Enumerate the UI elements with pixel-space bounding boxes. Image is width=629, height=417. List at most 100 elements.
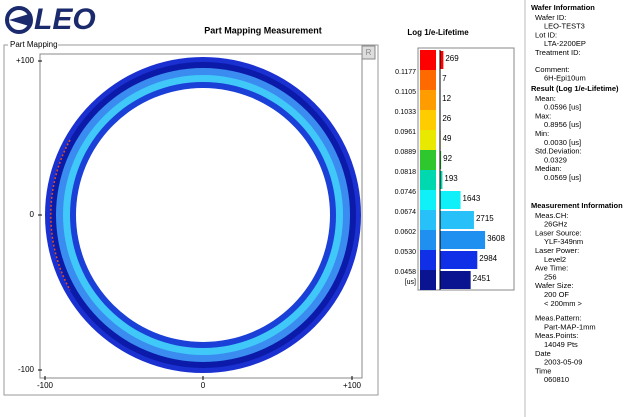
field-label: Meas.Pattern: xyxy=(535,314,582,323)
field-label: Laser Source: xyxy=(535,228,582,237)
group-box xyxy=(3,44,379,396)
field-label: Lot ID: xyxy=(535,30,557,39)
y-axis-label: +100 xyxy=(16,56,35,65)
scale-label: 0.0530 xyxy=(395,249,417,256)
field-label: Laser Power: xyxy=(535,246,579,255)
title: Part Mapping Measurement xyxy=(204,25,322,35)
field-label: Median: xyxy=(535,164,562,173)
field-value: 2003-05-09 xyxy=(544,358,582,367)
wafer-center xyxy=(76,88,330,342)
color-band xyxy=(420,130,436,150)
histogram-bar xyxy=(440,231,486,249)
field-value: LEO-TEST3 xyxy=(544,22,585,31)
histogram-count: 2715 xyxy=(476,214,494,223)
scale-label: 0.1105 xyxy=(395,89,416,96)
section-title: Measurement Information xyxy=(531,201,623,210)
field-label: Meas.Points: xyxy=(535,331,578,340)
color-band xyxy=(420,50,436,70)
field-value: 0.0569 [us] xyxy=(544,173,581,182)
y-axis-label: 0 xyxy=(30,210,35,219)
histogram-count: 193 xyxy=(444,174,458,183)
group-label-bg xyxy=(8,40,58,50)
field-value: YLF-349nm xyxy=(544,237,583,246)
scale-label: 0.0889 xyxy=(395,149,417,156)
field-label: Min: xyxy=(535,129,549,138)
field-value: 26GHz xyxy=(544,220,568,229)
histogram-count: 26 xyxy=(442,114,451,123)
logo-emblem xyxy=(5,6,33,34)
legend-frame xyxy=(417,47,515,291)
histogram-count: 2451 xyxy=(473,274,491,283)
color-band xyxy=(420,170,436,190)
histogram-bar xyxy=(440,191,461,209)
field-label: Wafer ID: xyxy=(535,13,566,22)
field-value: Part-MAP-1mm xyxy=(544,322,596,331)
histogram-bar xyxy=(440,251,478,269)
histogram-bar xyxy=(440,151,442,169)
histogram-bar xyxy=(440,211,474,229)
field-label: Time xyxy=(535,366,551,375)
reset-button-label[interactable]: R xyxy=(366,48,372,57)
color-band xyxy=(420,90,436,110)
scale-label: 0.0458 xyxy=(395,269,417,276)
color-band xyxy=(420,110,436,130)
histogram-count: 92 xyxy=(443,154,452,163)
field-label: Ave Time: xyxy=(535,264,568,273)
x-axis-label: +100 xyxy=(343,381,362,390)
reset-button[interactable] xyxy=(361,45,376,60)
color-band xyxy=(420,70,436,90)
field-label: Treatment ID: xyxy=(535,48,581,57)
scale-label: 0.0746 xyxy=(395,189,417,196)
scale-unit: [us] xyxy=(405,279,416,286)
x-axis-label: 0 xyxy=(201,381,206,390)
field-label: Date xyxy=(535,349,551,358)
histogram-count: 49 xyxy=(443,134,452,143)
field-value: 0.8956 [us] xyxy=(544,120,581,129)
field-value: 060810 xyxy=(544,375,569,384)
wafer-edge-hot xyxy=(50,139,71,291)
histogram-count: 269 xyxy=(445,54,459,63)
field-value: Level2 xyxy=(544,255,566,264)
histogram-count: 1643 xyxy=(463,194,481,203)
field-value: 6H-Epi10um xyxy=(544,74,586,83)
scale-label: 0.0674 xyxy=(395,209,417,216)
field-value: 0.0329 xyxy=(544,155,567,164)
field-note: < 200mm > xyxy=(544,299,583,308)
field-label: Meas.CH: xyxy=(535,211,568,220)
legend-title: Log 1/e-Lifetime xyxy=(407,28,469,37)
scale-label: 0.0961 xyxy=(395,129,417,136)
color-band xyxy=(420,190,436,210)
field-value: 0.0596 [us] xyxy=(544,103,581,112)
field-value: 200 OF xyxy=(544,290,569,299)
color-band xyxy=(420,250,436,270)
color-band xyxy=(420,270,436,290)
field-value: 256 xyxy=(544,272,557,281)
field-value: LTA-2200EP xyxy=(544,39,586,48)
scale-label: 0.1177 xyxy=(395,69,416,76)
field-label: Wafer Size: xyxy=(535,281,573,290)
field-label: Comment: xyxy=(535,65,570,74)
field-label: Mean: xyxy=(535,94,556,103)
field-value: 0.0030 [us] xyxy=(544,138,581,147)
group-label: Part Mapping xyxy=(10,40,58,49)
histogram-count: 7 xyxy=(442,74,447,83)
section-title: Wafer Information xyxy=(531,3,595,12)
scale-label: 0.1033 xyxy=(395,109,417,116)
field-label: Max: xyxy=(535,111,551,120)
color-band xyxy=(420,230,436,250)
histogram-count: 12 xyxy=(442,94,451,103)
histogram-count: 3608 xyxy=(487,234,505,243)
logo-emblem-mark xyxy=(9,14,29,26)
section-title: Result (Log 1/e-Lifetime) xyxy=(531,84,619,93)
field-value: 14049 Pts xyxy=(544,340,578,349)
y-axis-label: -100 xyxy=(18,365,35,374)
scale-label: 0.0818 xyxy=(395,169,417,176)
histogram-bar xyxy=(440,271,471,289)
color-band xyxy=(420,150,436,170)
scale-label: 0.0602 xyxy=(395,229,417,236)
histogram-bar xyxy=(440,171,443,189)
color-band xyxy=(420,210,436,230)
histogram-count: 2984 xyxy=(479,254,497,263)
field-label: Std.Deviation: xyxy=(535,147,582,156)
